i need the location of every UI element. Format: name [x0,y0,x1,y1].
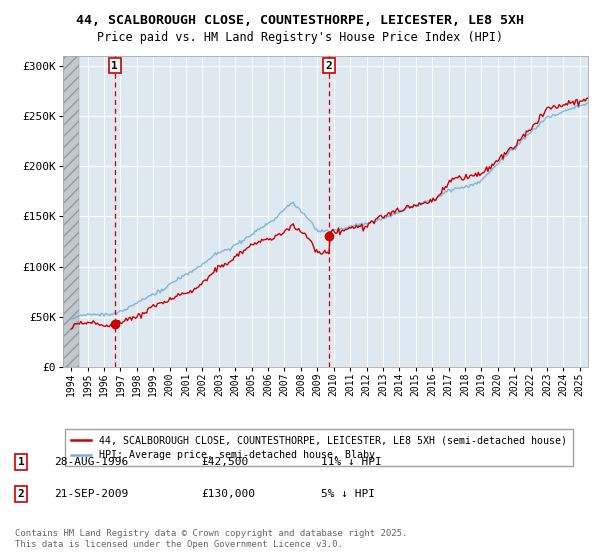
Text: 1: 1 [17,457,25,467]
Text: £42,500: £42,500 [201,457,248,467]
Text: 21-SEP-2009: 21-SEP-2009 [54,489,128,499]
Text: £130,000: £130,000 [201,489,255,499]
Text: 2: 2 [326,60,332,71]
Text: 2: 2 [17,489,25,499]
Text: 5% ↓ HPI: 5% ↓ HPI [321,489,375,499]
Text: Contains HM Land Registry data © Crown copyright and database right 2025.
This d: Contains HM Land Registry data © Crown c… [15,529,407,549]
Text: 44, SCALBOROUGH CLOSE, COUNTESTHORPE, LEICESTER, LE8 5XH: 44, SCALBOROUGH CLOSE, COUNTESTHORPE, LE… [76,14,524,27]
Legend: 44, SCALBOROUGH CLOSE, COUNTESTHORPE, LEICESTER, LE8 5XH (semi-detached house), : 44, SCALBOROUGH CLOSE, COUNTESTHORPE, LE… [65,430,574,466]
Text: 1: 1 [112,60,118,71]
Text: 28-AUG-1996: 28-AUG-1996 [54,457,128,467]
Text: 11% ↓ HPI: 11% ↓ HPI [321,457,382,467]
Bar [63,56,79,367]
Text: Price paid vs. HM Land Registry's House Price Index (HPI): Price paid vs. HM Land Registry's House … [97,31,503,44]
